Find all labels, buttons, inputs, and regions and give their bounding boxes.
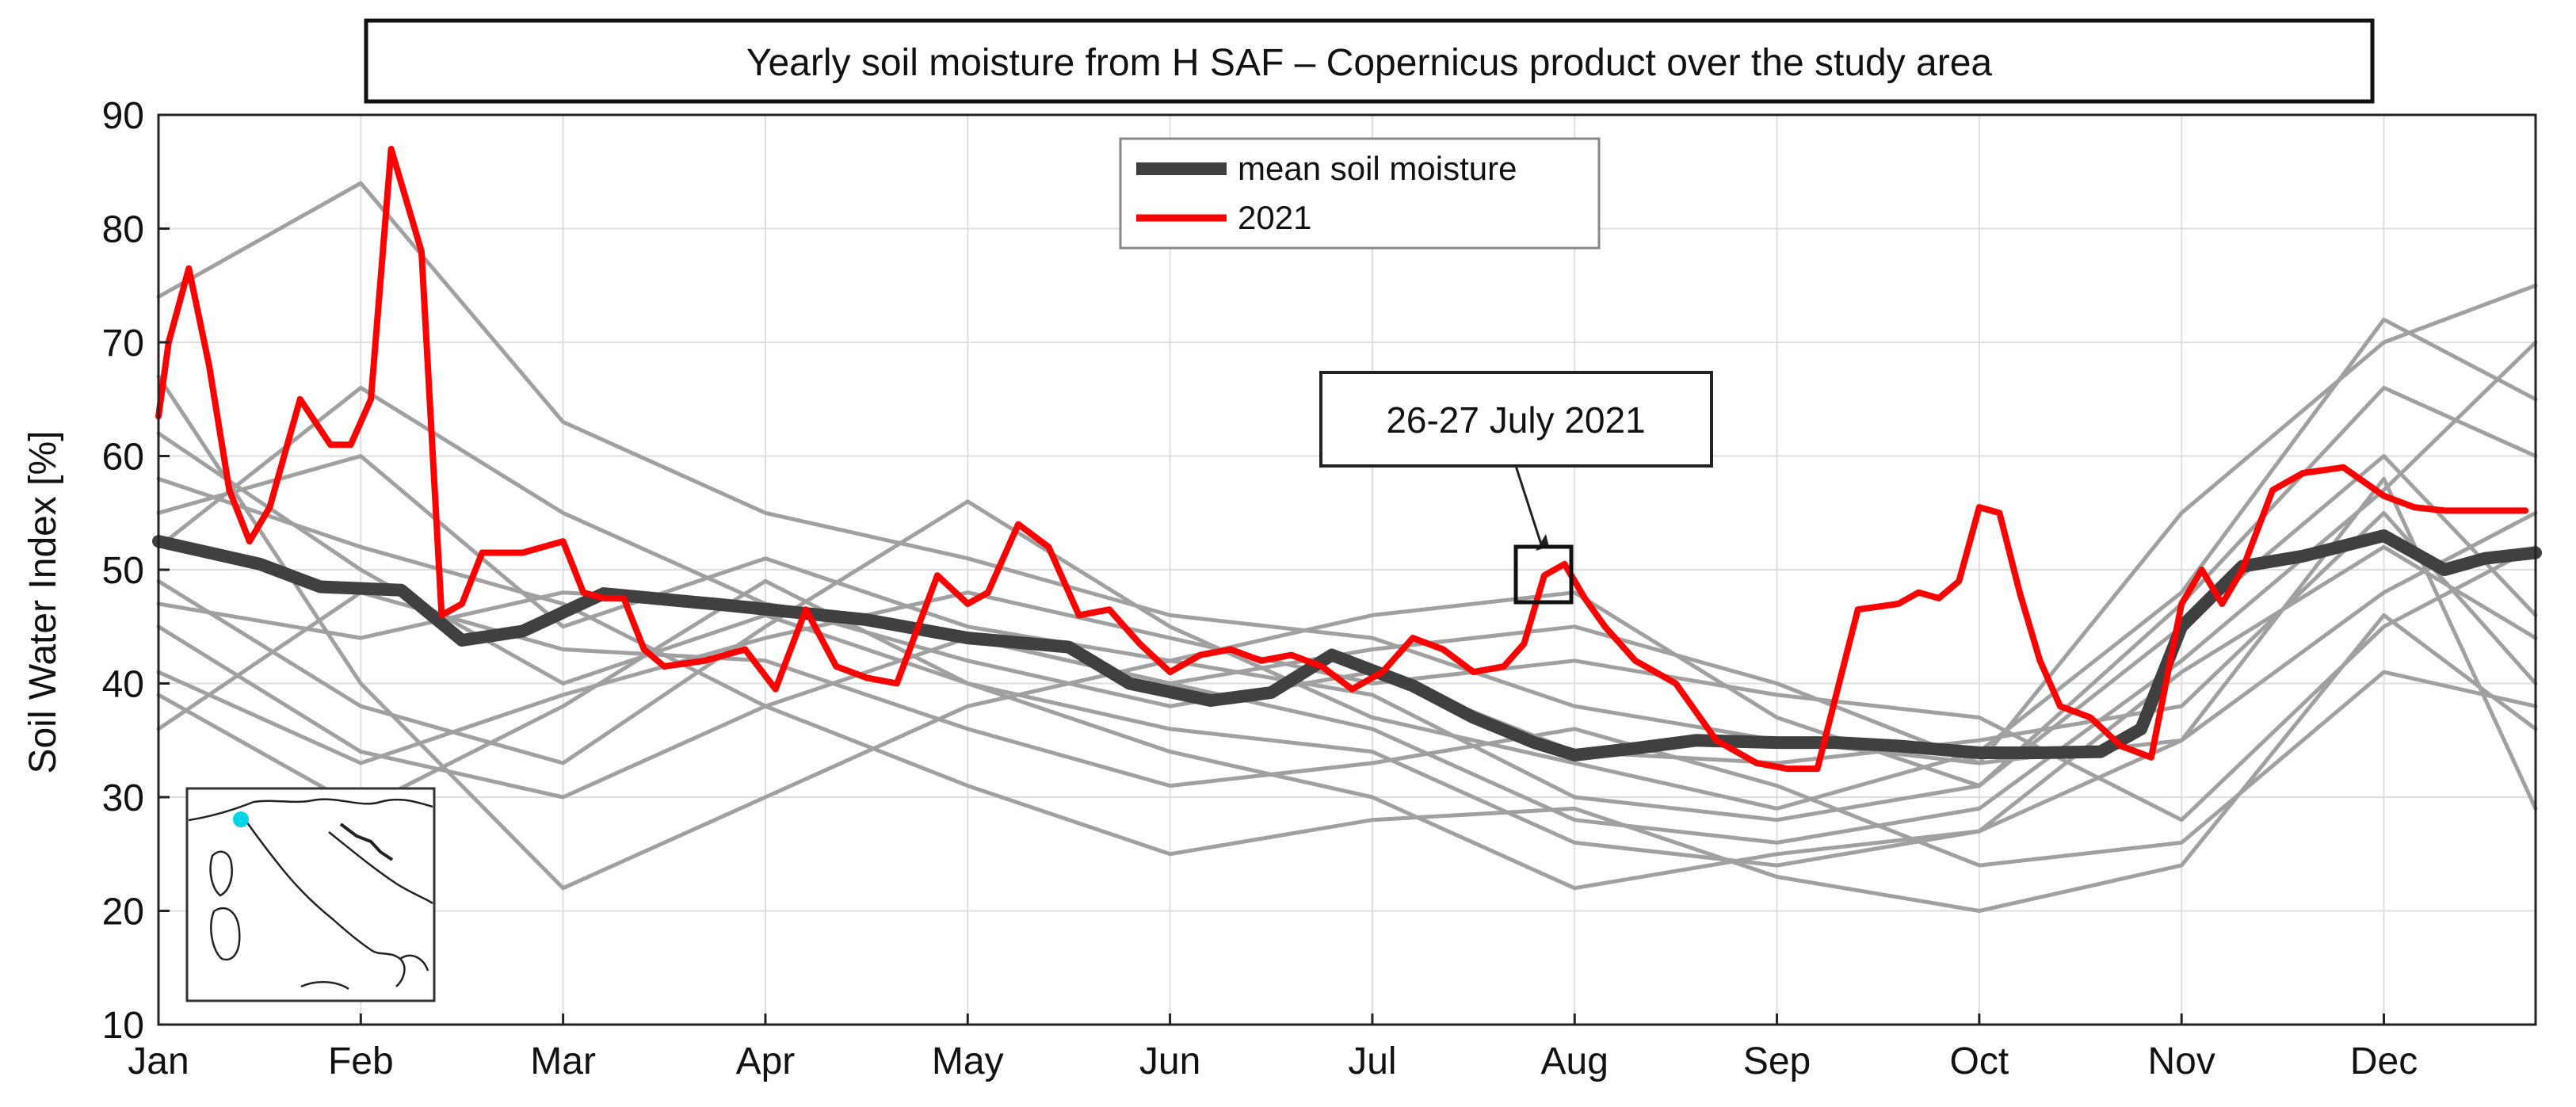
x-tick-label-feb: Feb	[328, 1040, 394, 1082]
y-tick-label-6: 70	[102, 323, 144, 365]
inset-croatia-coast-icon	[339, 823, 394, 861]
chart-title-box	[364, 18, 2375, 104]
x-tick-label-aug: Aug	[1541, 1040, 1609, 1082]
x-tick-label-jul: Jul	[1348, 1040, 1396, 1082]
annotation-arrow-line	[1514, 465, 1544, 548]
y-tick-label-1: 20	[102, 891, 144, 933]
y-tick-label-0: 10	[102, 1005, 144, 1047]
y-axis-label: Soil Water Index [%]	[22, 430, 64, 773]
x-ticks: Jan Feb Mar Apr May Jun Jul Aug Sep Oct Nov Dec	[128, 1013, 2418, 1082]
series-line-year-g	[156, 317, 2538, 811]
x-tick-label-may: May	[932, 1040, 1004, 1082]
series-line-year-j	[156, 476, 2538, 811]
y-tick-label-3: 40	[102, 664, 144, 706]
x-tick-label-apr: Apr	[736, 1040, 796, 1082]
x-tick-label-jan: Jan	[128, 1040, 189, 1082]
legend-2021-label: 2021	[1238, 199, 1311, 236]
annotation-label: 26-27 July 2021	[1386, 399, 1645, 441]
series-line-2021	[155, 146, 2529, 773]
series-line-mean-soil-moisture	[152, 529, 2542, 762]
y-tick-label-8: 90	[102, 95, 144, 137]
x-tick-label-nov: Nov	[2148, 1040, 2215, 1082]
y-tick-label-2: 30	[102, 777, 144, 819]
series-line-year-f	[156, 181, 2538, 765]
series-line-year-h	[156, 476, 2538, 913]
italy-map-icon	[188, 798, 433, 991]
x-tick-label-oct: Oct	[1950, 1040, 2009, 1082]
series-line-year-e	[156, 590, 2538, 868]
annotation-marker-box	[1513, 544, 1574, 605]
legend-box	[1119, 137, 1601, 250]
study-area-marker-icon	[233, 811, 249, 827]
x-tick-label-sep: Sep	[1743, 1040, 1811, 1082]
legend-mean-label: mean soil moisture	[1238, 150, 1517, 187]
main-series-lines	[152, 146, 2542, 773]
series-line-year-l	[156, 544, 2538, 891]
annotation: 26-27 July 2021	[1319, 371, 1713, 605]
series-line-year-d	[156, 544, 2538, 823]
inset-map	[185, 787, 436, 1002]
legend: mean soil moisture 2021	[1119, 137, 1601, 250]
y-tick-label-7: 80	[102, 209, 144, 251]
y-tick-label-5: 60	[102, 437, 144, 479]
y-ticks: 10 20 30 40 50 60 70 80 90	[102, 95, 170, 1047]
inset-map-frame	[185, 787, 436, 1002]
x-tick-label-dec: Dec	[2350, 1040, 2418, 1082]
x-tick-label-mar: Mar	[530, 1040, 596, 1082]
chart-title: Yearly soil moisture from H SAF – Copern…	[746, 42, 1993, 84]
y-tick-label-4: 50	[102, 550, 144, 592]
x-tick-label-jun: Jun	[1139, 1040, 1200, 1082]
series-line-year-i	[156, 340, 2538, 845]
annotation-box	[1319, 371, 1713, 468]
